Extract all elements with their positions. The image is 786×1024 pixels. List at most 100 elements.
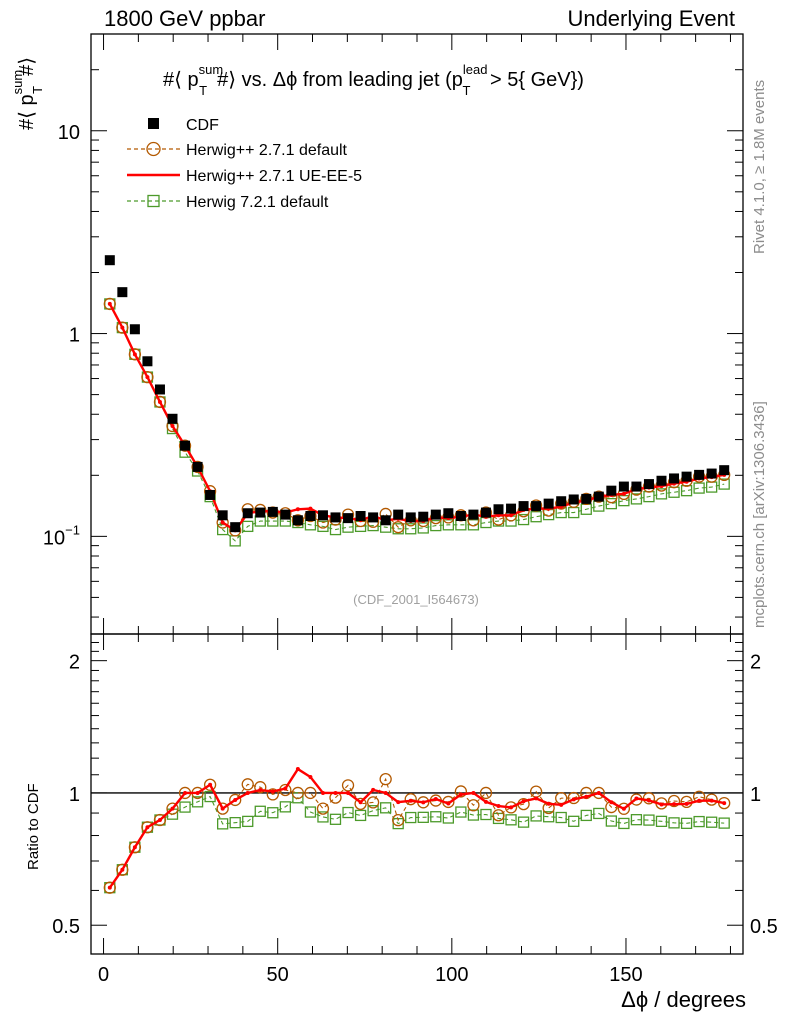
- ratio-point-3-49: [718, 817, 730, 829]
- point-0-13: [267, 506, 278, 517]
- point-2-4: [157, 399, 162, 404]
- y-tick-label-1: 1: [69, 325, 80, 347]
- point-0-48: [706, 468, 717, 479]
- point-0-41: [618, 481, 629, 492]
- x-axis-label: Δϕ / degrees: [621, 987, 746, 1012]
- point-0-22: [380, 515, 391, 526]
- ratio-point-2-44: [659, 802, 664, 807]
- ratio-point-3-30: [480, 808, 492, 821]
- ratio-point-2-1: [120, 867, 125, 872]
- point-3-33: [517, 513, 530, 526]
- ratio-point-1-3: [141, 821, 154, 834]
- point-0-11: [242, 508, 253, 519]
- ratio-point-1-2: [128, 841, 142, 854]
- point-0-9: [217, 510, 228, 521]
- point-2-9: [220, 520, 225, 525]
- point-0-46: [681, 471, 692, 482]
- point-0-38: [581, 493, 592, 504]
- point-0-6: [180, 440, 191, 451]
- ratio-tick-label-left-0: 0.5: [52, 916, 80, 938]
- point-0-27: [443, 508, 454, 519]
- ratio-point-2-5: [170, 806, 175, 811]
- point-0-47: [694, 469, 705, 480]
- point-2-2: [132, 352, 137, 357]
- ratio-point-2-29: [471, 790, 476, 795]
- point-2-5: [170, 424, 175, 429]
- ratio-point-3-47: [693, 815, 705, 828]
- ratio-point-2-19: [346, 790, 351, 795]
- point-3-17: [317, 520, 329, 533]
- ratio-point-1-45: [667, 794, 681, 808]
- ratio-point-1-31: [492, 809, 505, 822]
- ratio-point-3-35: [543, 811, 555, 823]
- point-1-23: [392, 521, 405, 534]
- point-3-40: [605, 497, 617, 510]
- ratio-point-1-29: [467, 799, 480, 812]
- ratio-point-2-30: [483, 799, 488, 804]
- point-0-16: [305, 511, 316, 522]
- ratio-point-1-1: [116, 863, 129, 876]
- ratio-tick-label-right-2: 2: [750, 652, 761, 674]
- point-0-43: [643, 479, 654, 490]
- point-0-1: [117, 287, 128, 298]
- point-1-6: [178, 439, 192, 452]
- ratio-point-2-46: [684, 801, 689, 806]
- ratio-point-2-40: [609, 800, 614, 805]
- legend-label-cdf: CDF: [186, 117, 219, 134]
- point-0-4: [154, 384, 165, 395]
- ratio-point-1-21: [366, 796, 380, 809]
- point-0-49: [719, 465, 730, 476]
- point-0-42: [631, 481, 642, 492]
- ratio-point-2-45: [672, 802, 677, 807]
- ratio-point-3-12: [254, 805, 266, 817]
- legend-entry-herwig-ue: Herwig++ 2.7.1 UE-EE-5: [127, 168, 362, 185]
- point-0-33: [518, 501, 529, 512]
- ratio-point-2-16: [308, 774, 313, 779]
- point-3-24: [405, 523, 417, 535]
- ratio-point-3-37: [568, 815, 580, 827]
- ratio-point-2-49: [722, 801, 727, 806]
- ratio-point-1-4: [153, 813, 167, 827]
- ratio-y-axis-label: Ratio to CDF: [25, 783, 42, 870]
- ratio-point-1-39: [592, 786, 605, 800]
- ratio-point-3-10: [229, 816, 241, 829]
- point-0-35: [543, 498, 554, 509]
- ratio-point-1-43: [642, 792, 656, 805]
- chart-title: #⟨ psum T #⟩ vs. Δϕ from leading jet (plea…: [163, 62, 584, 98]
- y-tick-label-2: 10: [58, 122, 80, 144]
- point-0-8: [205, 489, 216, 500]
- point-3-47: [693, 482, 705, 494]
- ratio-point-1-16: [304, 786, 317, 800]
- ratio-point-2-12: [258, 788, 263, 793]
- point-0-3: [142, 356, 153, 367]
- ratio-point-2-39: [596, 790, 601, 795]
- series-0: [104, 255, 730, 533]
- ratio-point-2-48: [709, 798, 714, 803]
- tick-labels: 0 50 100 150 10−1 1 10 0.5 0.5 1 1 2 2: [43, 122, 778, 986]
- point-1-7: [191, 460, 204, 474]
- ratio-point-3-17: [317, 811, 329, 823]
- ratio-point-1-8: [203, 778, 217, 791]
- header-right: Underlying Event: [567, 6, 735, 31]
- ratio-point-2-10: [233, 797, 238, 802]
- ratio-point-1-22: [379, 772, 392, 786]
- ratio-point-2-28: [458, 792, 463, 797]
- point-0-44: [656, 475, 667, 486]
- point-0-7: [192, 461, 203, 472]
- ratio-point-3-39: [593, 807, 605, 820]
- ratio-series-layer: [103, 767, 731, 894]
- ratio-point-2-21: [371, 787, 376, 792]
- ratio-point-3-7: [191, 796, 204, 808]
- ratio-point-2-27: [446, 801, 451, 806]
- point-0-36: [556, 496, 567, 507]
- ratio-point-3-20: [354, 809, 367, 822]
- ratio-point-2-26: [433, 797, 438, 802]
- ratio-point-3-11: [242, 815, 254, 828]
- point-2-16: [308, 506, 313, 511]
- point-1-4: [153, 395, 167, 409]
- point-0-30: [480, 507, 491, 518]
- point-0-29: [468, 509, 479, 520]
- point-2-0: [107, 301, 112, 306]
- ratio-point-3-40: [605, 815, 617, 827]
